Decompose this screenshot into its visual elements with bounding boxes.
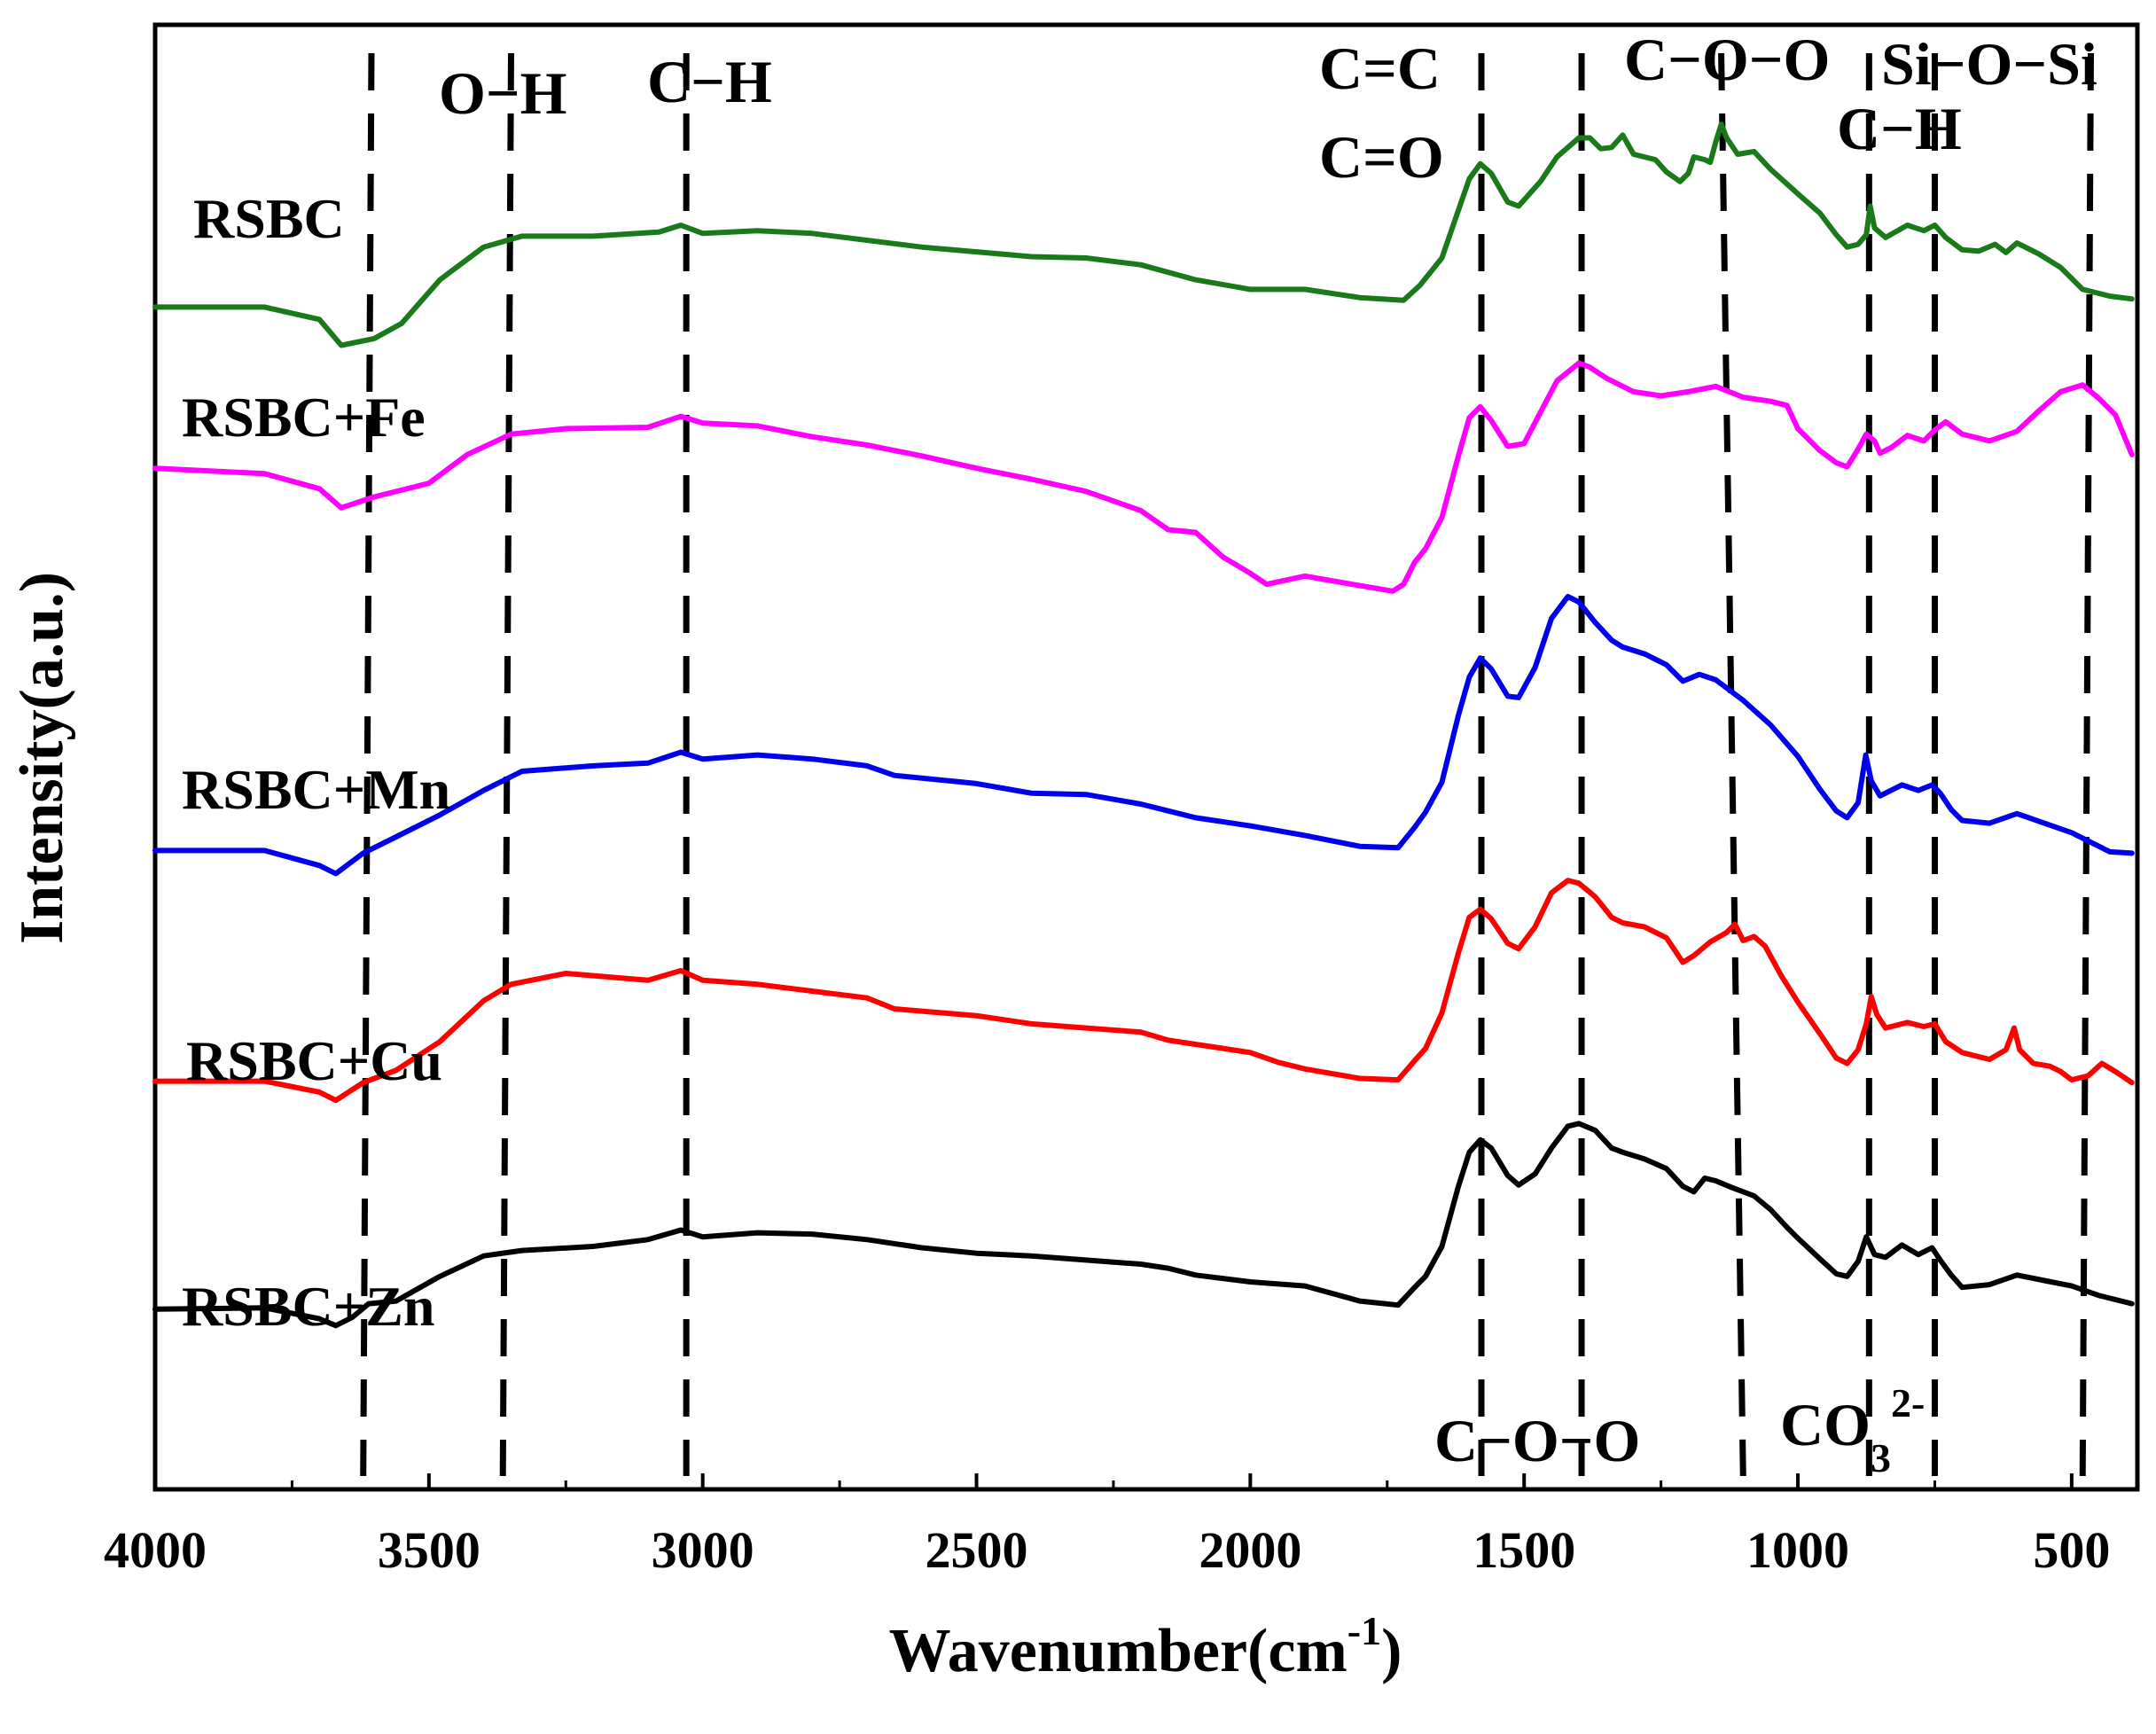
x-tick-label-2000: 2000 (1199, 1521, 1301, 1579)
annotation-co3-sub: 3 (1871, 1435, 1891, 1480)
series-line-rsbc-fe (152, 360, 2135, 594)
x-tick-label-3000: 3000 (652, 1521, 754, 1579)
series-labels: RSBC RSBC+Fe RSBC+Mn RSBC+Cu RSBC+Zn (182, 187, 450, 1338)
band-line-4 (1718, 52, 1746, 1477)
annotation-co3-base: CO (1780, 1391, 1871, 1458)
series-line-rsbc-cu (152, 878, 2135, 1104)
annotation-coo-bottom: C−O−O (1434, 1407, 1640, 1474)
annotation-co3: CO32- (1780, 1380, 1925, 1480)
x-tick-label-1500: 1500 (1472, 1521, 1575, 1579)
plot-frame (152, 22, 2140, 1492)
series-label-rsbc-cu: RSBC+Cu (186, 1029, 442, 1092)
series-label-rsbc-fe: RSBC+Fe (182, 386, 426, 449)
x-tick-label-4000: 4000 (104, 1521, 207, 1579)
series-line-rsbc (152, 121, 2135, 348)
x-axis-title-main: Wavenumber(cm (889, 1617, 1348, 1685)
x-ticks: 4000 3500 3000 2500 2000 1500 1000 500 (104, 1473, 2110, 1579)
x-tick-label-2500: 2500 (926, 1521, 1028, 1579)
series-group (152, 121, 2135, 1329)
x-tick-label-1000: 1000 (1746, 1521, 1849, 1579)
series-line-rsbc-mn (152, 593, 2135, 877)
series-label-rsbc-mn: RSBC+Mn (182, 758, 450, 821)
x-axis-title: Wavenumber(cm-1) (889, 1608, 1402, 1685)
x-axis-title-close: ) (1381, 1617, 1402, 1685)
annotation-co3-sup: 2- (1891, 1380, 1925, 1425)
band-line-7 (2079, 52, 2094, 1477)
x-axis-title-sup: -1 (1348, 1608, 1381, 1653)
series-line-rsbc-zn (152, 1121, 2135, 1329)
annotation-siosi: Si−O−Si (1881, 30, 2097, 98)
x-tick-label-3500: 3500 (378, 1521, 480, 1579)
annotation-ch-right: C−H (1837, 95, 1962, 162)
series-label-rsbc-zn: RSBC+Zn (182, 1275, 434, 1338)
annotation-ch-left: C−H (647, 48, 772, 115)
y-axis-title: Intensity(a.u.) (8, 572, 76, 944)
annotation-oh: O−H (439, 59, 567, 127)
band-line-0 (499, 52, 514, 1477)
annotation-co: C=O (1319, 123, 1444, 191)
x-tick-label-500: 500 (2033, 1521, 2110, 1579)
band-annotations: O−H C−H C=C C=O C−O−O Si−O−Si C−H C−O−O … (439, 26, 2097, 1480)
series-label-rsbc: RSBC (193, 187, 345, 250)
annotation-coo-top: C−O−O (1624, 26, 1830, 93)
annotation-cc: C=C (1319, 35, 1441, 102)
